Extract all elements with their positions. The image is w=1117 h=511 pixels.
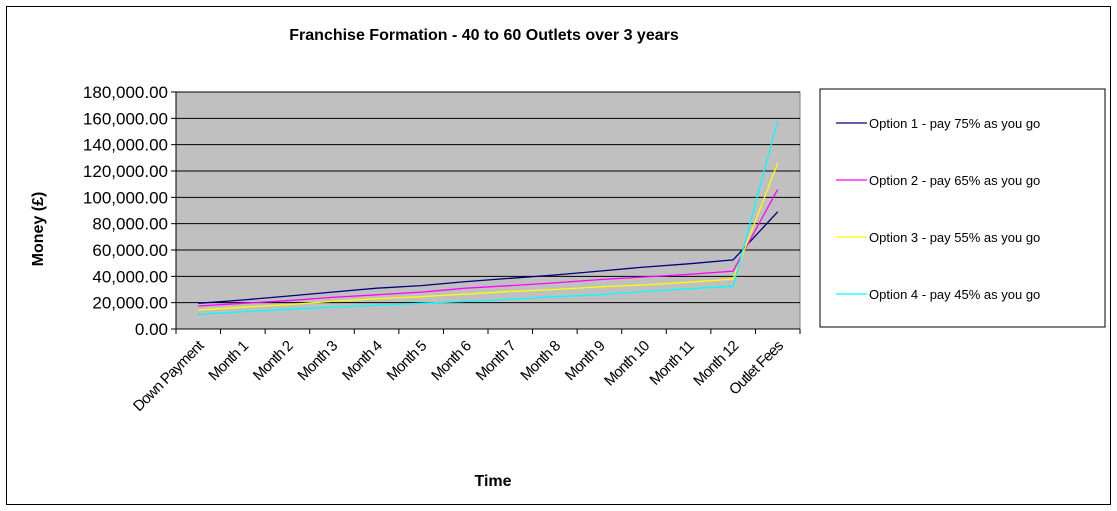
- legend-label: Option 3 - pay 55% as you go: [869, 230, 1040, 245]
- y-tick-label: 160,000.00: [83, 109, 168, 128]
- legend: [819, 88, 1106, 328]
- x-axis-title: Time: [474, 473, 511, 490]
- gridlines: [176, 91, 800, 330]
- plot-area: [175, 91, 801, 330]
- x-tick-label: Month 1: [205, 337, 252, 384]
- x-tick-label: Month 4: [339, 337, 386, 384]
- legend-entries: Option 1 - pay 75% as you go Option 2 - p…: [836, 116, 1040, 302]
- x-tick-label: Month 3: [294, 337, 341, 384]
- series-line-option-4: [198, 120, 779, 316]
- legend-label: Option 4 - pay 45% as you go: [869, 287, 1040, 302]
- y-tick-label: 100,000.00: [83, 188, 168, 207]
- x-tick-label: Down Payment: [130, 337, 208, 415]
- chart-title: Franchise Formation - 40 to 60 Outlets o…: [289, 27, 679, 44]
- y-tick-label: 180,000.00: [83, 83, 168, 102]
- x-tick-label: Month 7: [473, 337, 520, 384]
- y-tick-label: 0.00: [135, 320, 168, 339]
- series-lines: [198, 120, 779, 316]
- x-tick-label: Month 2: [250, 337, 297, 384]
- y-tick-label: 140,000.00: [83, 136, 168, 155]
- x-tick-label: Month 5: [384, 337, 431, 384]
- y-axis-title: Money (£): [30, 192, 47, 267]
- series-line-option-3: [198, 162, 779, 311]
- series-line-option-1: [198, 211, 779, 304]
- y-tick-label: 80,000.00: [92, 215, 168, 234]
- y-tick-label: 40,000.00: [92, 267, 168, 286]
- y-axis-ticks: 0.00 20,000.00 40,000.00 60,000.00 80,000.00…: [83, 83, 177, 339]
- x-tick-label: Month 10: [601, 337, 653, 389]
- legend-label: Option 1 - pay 75% as you go: [869, 116, 1040, 131]
- x-tick-label: Month 6: [428, 337, 475, 384]
- y-tick-label: 20,000.00: [92, 294, 168, 313]
- y-tick-label: 120,000.00: [83, 162, 168, 181]
- y-tick-label: 60,000.00: [92, 241, 168, 260]
- x-tick-label: Month 8: [517, 337, 564, 384]
- legend-label: Option 2 - pay 65% as you go: [869, 173, 1040, 188]
- series-line-option-2: [198, 189, 779, 307]
- x-tick-label: Month 11: [646, 337, 697, 388]
